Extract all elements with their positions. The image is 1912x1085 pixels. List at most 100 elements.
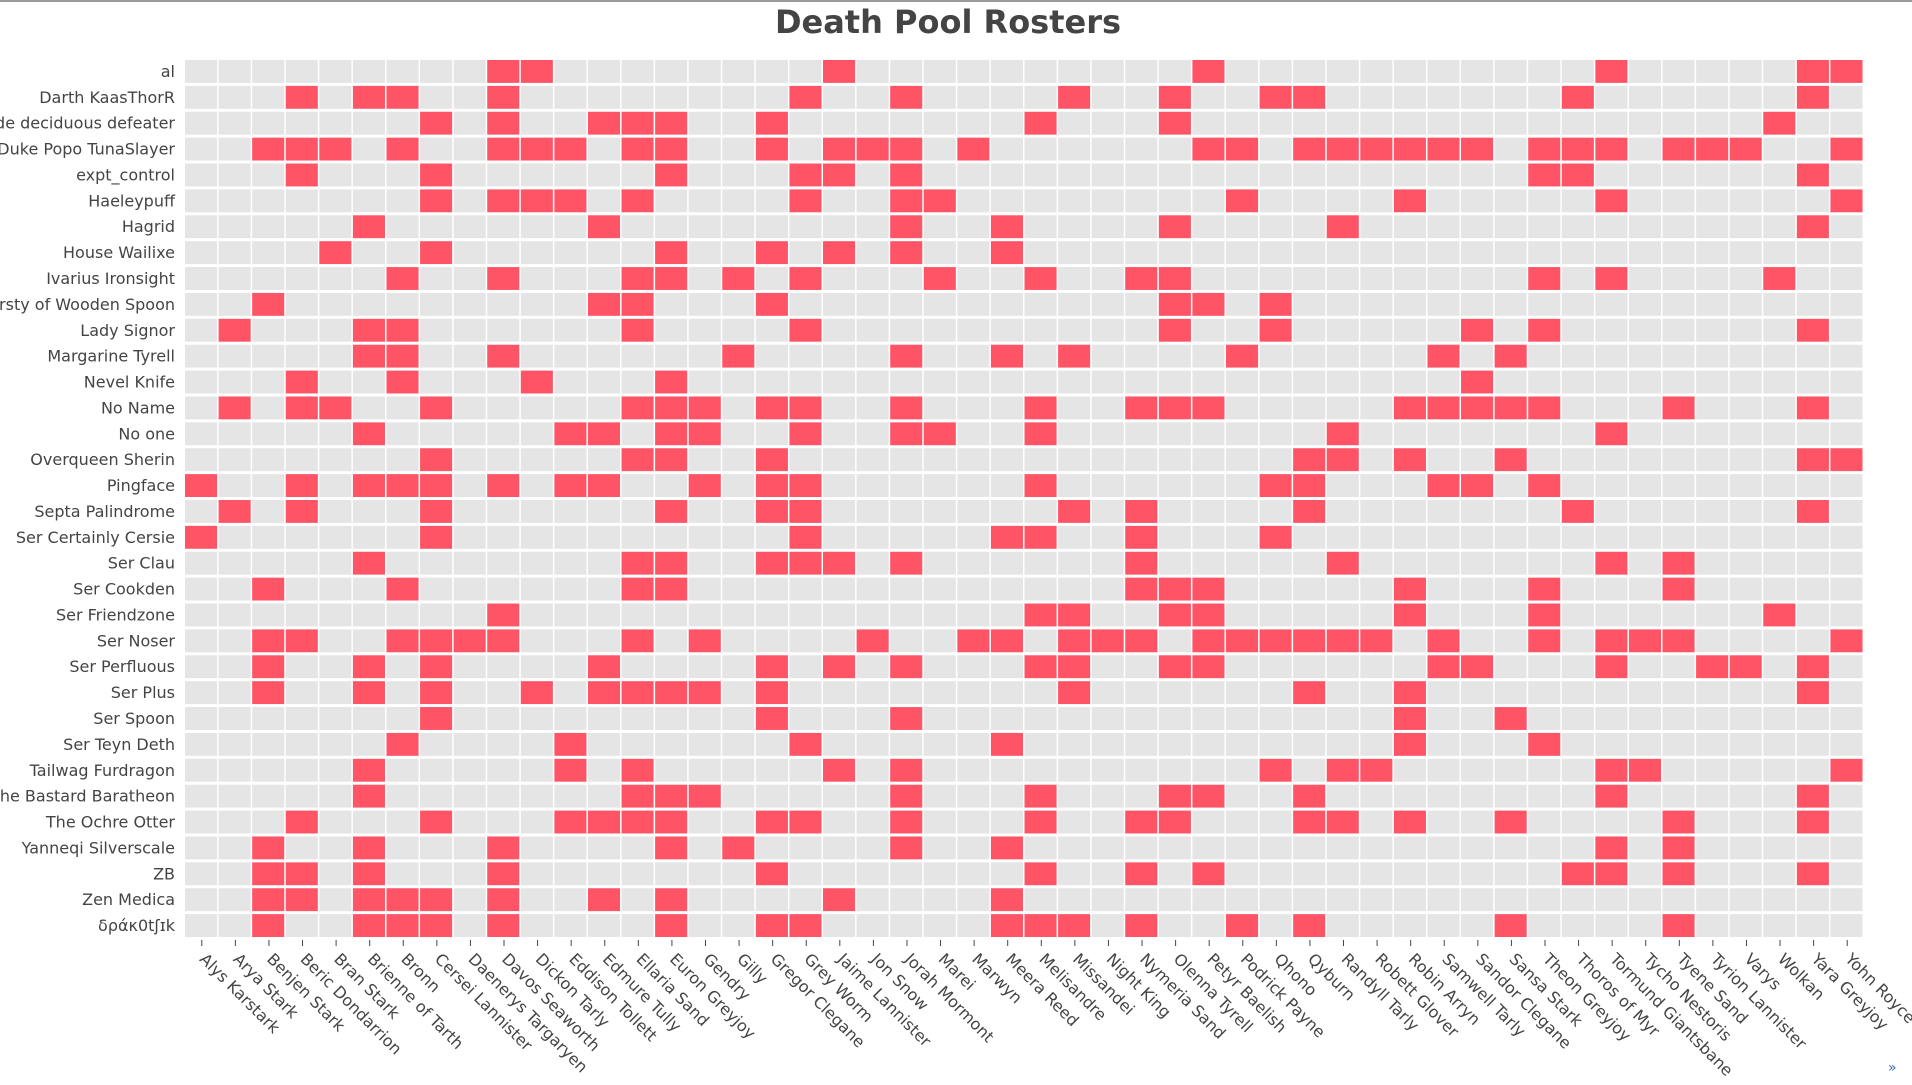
heatmap-cell-empty [386, 525, 419, 549]
heatmap-cell-empty [856, 655, 889, 679]
heatmap-cell-empty [1595, 344, 1628, 368]
heatmap-cell-empty [1729, 474, 1762, 497]
heatmap-cell-empty [1225, 681, 1259, 705]
heatmap-cell-picked [1796, 318, 1829, 342]
heatmap-cell-picked [1058, 629, 1091, 653]
heatmap-cell-empty [487, 241, 520, 265]
heatmap-cell-empty [218, 784, 251, 808]
heatmap-cell-empty [990, 474, 1023, 497]
heatmap-cell-empty [587, 163, 621, 187]
heatmap-cell-empty [1561, 422, 1594, 446]
heatmap-cell-picked [252, 577, 285, 601]
heatmap-cell-empty [1326, 836, 1359, 860]
heatmap-cell-empty [285, 914, 318, 937]
heatmap-cell-empty [487, 318, 520, 342]
heatmap-cell-empty [957, 577, 990, 601]
heatmap-cell-empty [352, 707, 385, 730]
heatmap-cell-empty [1058, 888, 1091, 912]
heatmap-cell-empty [1326, 60, 1359, 83]
heatmap-cell-empty [1293, 318, 1326, 342]
heatmap-cell-empty [1763, 577, 1796, 601]
y-tick-label: Septa Palindrome [34, 502, 175, 521]
heatmap-cell-empty [823, 914, 856, 937]
heatmap-cell-empty [1192, 551, 1225, 575]
heatmap-cell-empty [420, 422, 453, 446]
heatmap-cell-empty [218, 732, 251, 756]
heatmap-cell-empty [1091, 836, 1124, 860]
heatmap-cell-empty [185, 137, 218, 161]
heatmap-cell-empty [487, 758, 520, 782]
heatmap-cell-empty [755, 603, 788, 627]
heatmap-cell-empty [688, 448, 721, 472]
heatmap-cell-empty [1528, 862, 1561, 886]
heatmap-cell-empty [923, 396, 956, 420]
heatmap-cell-empty [252, 422, 285, 446]
heatmap-cell-empty [1225, 422, 1259, 446]
heatmap-cell-empty [823, 603, 856, 627]
heatmap-cell-empty [1729, 500, 1762, 523]
heatmap-cell-empty [1058, 267, 1091, 290]
heatmap-cell-empty [957, 525, 990, 549]
heatmap-cell-empty [621, 707, 654, 730]
heatmap-cell-empty [1225, 448, 1259, 472]
heatmap-cell-empty [587, 189, 621, 213]
heatmap-cell-empty [1628, 422, 1662, 446]
heatmap-cell-picked [1662, 914, 1695, 937]
heatmap-cell-empty [1595, 241, 1628, 265]
heatmap-cell-picked [1696, 137, 1729, 161]
heatmap-cell-empty [1259, 267, 1292, 290]
heatmap-cell-picked [655, 836, 688, 860]
heatmap-cell-empty [1830, 241, 1863, 265]
heatmap-cell-picked [1662, 629, 1695, 653]
heatmap-cell-picked [1595, 60, 1628, 83]
heatmap-cell-empty [1662, 111, 1695, 135]
heatmap-cell-empty [1225, 784, 1259, 808]
heatmap-cell-picked [1528, 732, 1561, 756]
heatmap-cell-picked [890, 163, 923, 187]
heatmap-cell-empty [1628, 888, 1662, 912]
heatmap-cell-picked [1796, 784, 1829, 808]
heatmap-cell-empty [1561, 474, 1594, 497]
heatmap-cell-empty [1461, 111, 1494, 135]
heatmap-cell-empty [1628, 551, 1662, 575]
heatmap-cell-empty [520, 111, 553, 135]
heatmap-cell-empty [185, 370, 218, 394]
heatmap-cell-picked [1024, 784, 1057, 808]
heatmap-cell-empty [1696, 267, 1729, 290]
heatmap-cell-picked [420, 396, 453, 420]
heatmap-cell-empty [1528, 500, 1561, 523]
heatmap-cell-empty [1360, 914, 1393, 937]
heatmap-cell-empty [1729, 836, 1762, 860]
heatmap-cell-picked [1326, 215, 1359, 239]
y-tick-label: Ser Certainly Cersie [16, 528, 175, 547]
heatmap-cell-picked [587, 111, 621, 135]
heatmap-cell-empty [688, 60, 721, 83]
heatmap-cell-picked [890, 551, 923, 575]
heatmap-cell-picked [789, 500, 822, 523]
heatmap-cell-empty [352, 60, 385, 83]
heatmap-cell-empty [1628, 241, 1662, 265]
heatmap-cell-empty [823, 267, 856, 290]
expand-link[interactable]: » [1888, 1060, 1897, 1076]
heatmap-cell-picked [1192, 655, 1225, 679]
heatmap-cell-picked [890, 655, 923, 679]
heatmap-cell-empty [218, 111, 251, 135]
heatmap-cell-picked [1796, 60, 1829, 83]
heatmap-cell-empty [722, 370, 755, 394]
heatmap-cell-empty [856, 914, 889, 937]
heatmap-cell-empty [1528, 888, 1561, 912]
heatmap-cell-empty [957, 111, 990, 135]
heatmap-cell-empty [1528, 60, 1561, 83]
heatmap-cell-empty [1393, 629, 1426, 653]
heatmap-cell-empty [923, 85, 956, 109]
heatmap-cell-empty [1427, 758, 1460, 782]
heatmap-cell-empty [1796, 732, 1829, 756]
heatmap-cell-picked [1461, 137, 1494, 161]
heatmap-cell-empty [1662, 603, 1695, 627]
heatmap-cell-empty [587, 396, 621, 420]
heatmap-cell-empty [823, 681, 856, 705]
heatmap-cell-empty [185, 422, 218, 446]
heatmap-cell-picked [487, 862, 520, 886]
heatmap-cell-empty [1595, 577, 1628, 601]
heatmap-cell-empty [1763, 448, 1796, 472]
